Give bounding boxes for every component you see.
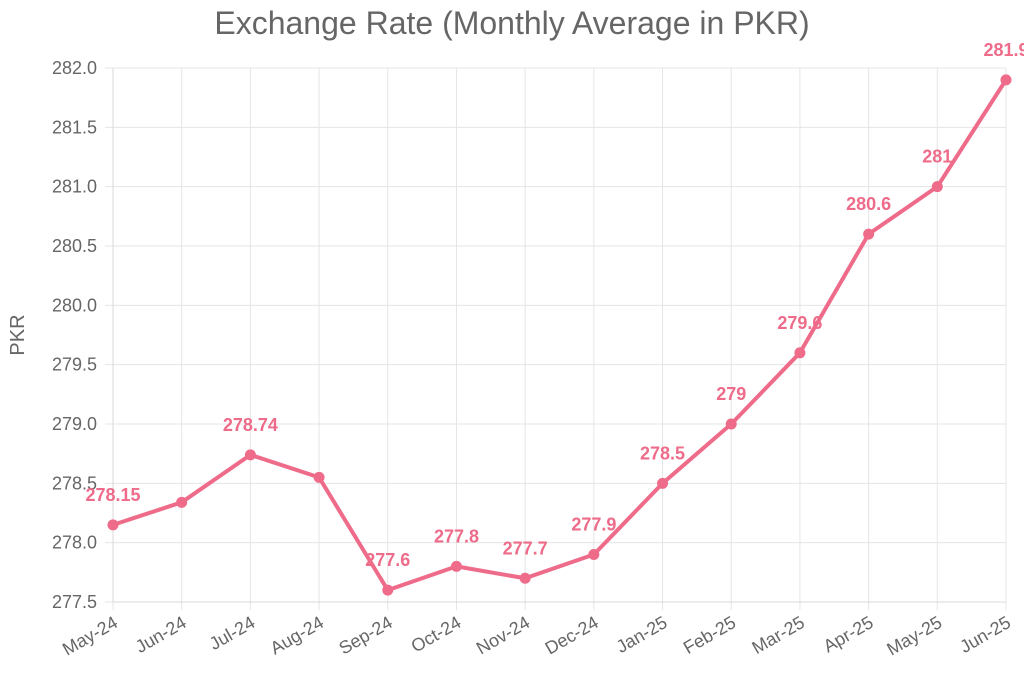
data-point bbox=[313, 471, 325, 483]
x-tick-label: Mar-25 bbox=[749, 612, 808, 658]
y-tick-label: 280.0 bbox=[52, 295, 97, 315]
data-label: 279.6 bbox=[777, 313, 822, 333]
x-tick-label: May-24 bbox=[59, 612, 121, 659]
series-line-path bbox=[111, 77, 1008, 593]
y-tick-label: 281.0 bbox=[52, 177, 97, 197]
data-label: 278.15 bbox=[85, 485, 140, 505]
data-label: 280.6 bbox=[846, 194, 891, 214]
data-point bbox=[588, 549, 600, 561]
data-point bbox=[725, 418, 737, 430]
data-point bbox=[107, 519, 119, 531]
x-tick-label: Jan-25 bbox=[613, 612, 671, 657]
data-point bbox=[794, 347, 806, 359]
x-tick-label: Oct-24 bbox=[408, 612, 465, 656]
data-point bbox=[863, 228, 875, 240]
data-point bbox=[931, 181, 943, 193]
data-label: 277.9 bbox=[571, 515, 616, 535]
data-labels: 278.15 278.74 277.6 277.8 277.7 277.9 278.5 279… bbox=[85, 40, 1024, 570]
y-tick-label: 279.0 bbox=[52, 414, 97, 434]
data-point bbox=[519, 572, 531, 584]
x-tick-label: Aug-24 bbox=[267, 612, 327, 658]
y-tick-label: 277.5 bbox=[52, 592, 97, 612]
data-label: 277.6 bbox=[365, 550, 410, 570]
x-tick-label: Jul-24 bbox=[206, 612, 258, 654]
data-label: 277.8 bbox=[434, 526, 479, 546]
x-tick-label: May-25 bbox=[883, 612, 945, 659]
data-label: 278.74 bbox=[223, 415, 278, 435]
chart-title: Exchange Rate (Monthly Average in PKR) bbox=[214, 5, 809, 41]
data-label: 279 bbox=[716, 384, 746, 404]
data-point bbox=[1000, 74, 1012, 86]
y-tick-label: 278.0 bbox=[52, 533, 97, 553]
data-point bbox=[244, 449, 256, 461]
data-point bbox=[382, 584, 394, 596]
grid-lines bbox=[105, 67, 1007, 610]
x-tick-label: Jun-25 bbox=[956, 612, 1014, 657]
x-tick-label: Feb-25 bbox=[680, 612, 739, 658]
y-tick-label: 282.0 bbox=[52, 58, 97, 78]
x-tick-label: Dec-24 bbox=[542, 612, 602, 658]
data-point bbox=[176, 496, 188, 508]
y-tick-label: 278.5 bbox=[52, 473, 97, 493]
y-axis-label: PKR bbox=[7, 314, 29, 355]
series-line bbox=[107, 74, 1012, 596]
data-point bbox=[657, 477, 669, 489]
data-label: 278.5 bbox=[640, 443, 685, 463]
data-label: 281.9 bbox=[983, 40, 1024, 60]
x-tick-label: Sep-24 bbox=[335, 612, 395, 658]
x-tick-label: Apr-25 bbox=[820, 612, 877, 656]
y-tick-label: 280.5 bbox=[52, 236, 97, 256]
x-tick-label: Nov-24 bbox=[473, 612, 533, 658]
y-tick-label: 281.5 bbox=[52, 117, 97, 137]
axes: 277.5 278.0 278.5 279.0 279.5 280.0 280.5 281.0… bbox=[52, 58, 1014, 659]
data-label: 281 bbox=[922, 147, 952, 167]
data-label: 277.7 bbox=[503, 538, 548, 558]
y-tick-label: 279.5 bbox=[52, 355, 97, 375]
x-tick-label: Jun-24 bbox=[132, 612, 190, 657]
data-point bbox=[450, 560, 462, 572]
